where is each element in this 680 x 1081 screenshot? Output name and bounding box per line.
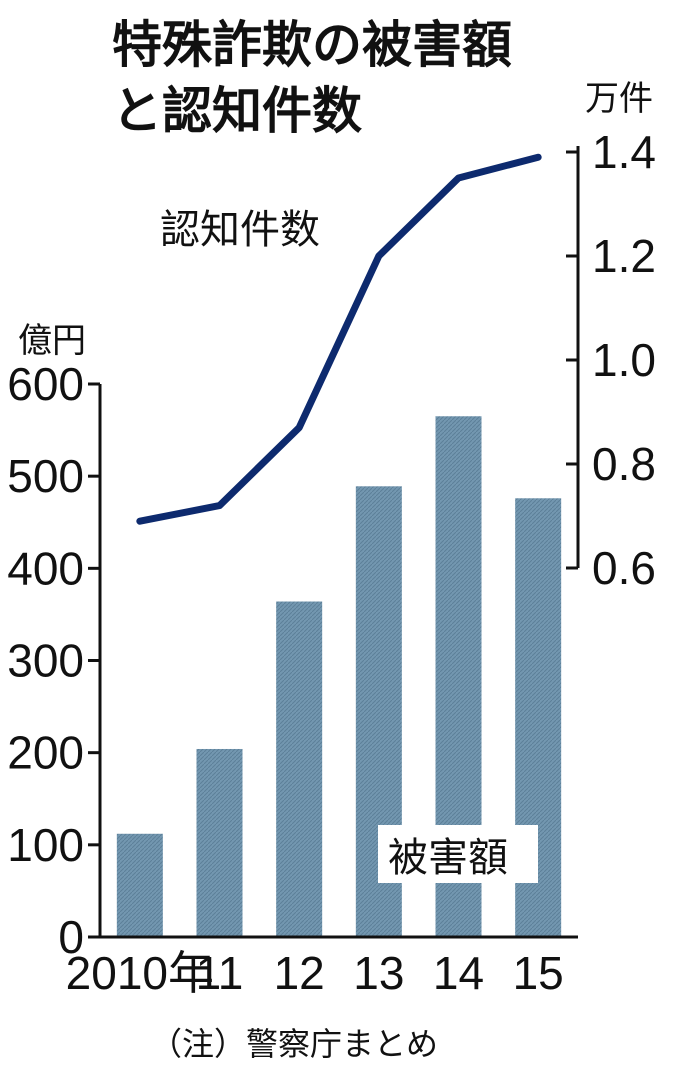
x-tick-label-1: 11: [196, 947, 244, 999]
left-tick-label-0: 0: [58, 911, 84, 963]
left-tick-label-2: 200: [7, 727, 84, 779]
right-axis-ticks: 0.6 0.8 1.0 1.2 1.4: [566, 126, 656, 594]
x-tick-label-2: 12: [274, 947, 325, 999]
left-tick-label-6: 600: [7, 358, 84, 410]
count-series-label: 認知件数: [160, 207, 320, 253]
x-tick-label-3: 13: [353, 947, 404, 999]
right-tick-label-4: 1.4: [592, 126, 656, 178]
right-tick-label-0: 0.6: [592, 542, 656, 594]
right-tick-label-1: 0.8: [592, 438, 656, 490]
left-tick-label-4: 400: [7, 542, 84, 594]
left-axis-ticks: 0 100 200 300 400 500 600: [7, 358, 100, 963]
right-axis-unit: 万件: [585, 79, 653, 119]
x-tick-label-4: 14: [433, 947, 484, 999]
left-tick-label-1: 100: [7, 819, 84, 871]
damage-label-background: [378, 825, 538, 883]
bar-2: [276, 601, 323, 937]
count-line: [136, 153, 542, 525]
source-note: （注）警察庁まとめ: [150, 1025, 438, 1063]
x-tick-label-5: 15: [513, 947, 564, 999]
right-tick-label-2: 1.0: [592, 334, 656, 386]
right-tick-label-3: 1.2: [592, 230, 656, 282]
damage-series-label: 被害額: [388, 835, 508, 881]
bar-1: [196, 748, 243, 937]
chart-title-line1: 特殊詐欺の被害額: [112, 16, 512, 74]
bar-0: [116, 833, 163, 937]
left-tick-label-3: 300: [7, 635, 84, 687]
left-tick-label-5: 500: [7, 450, 84, 502]
left-axis-unit: 億円: [18, 321, 86, 361]
chart-title-line2: と認知件数: [112, 82, 362, 140]
x-tick-label-0: 2010年: [66, 947, 214, 999]
